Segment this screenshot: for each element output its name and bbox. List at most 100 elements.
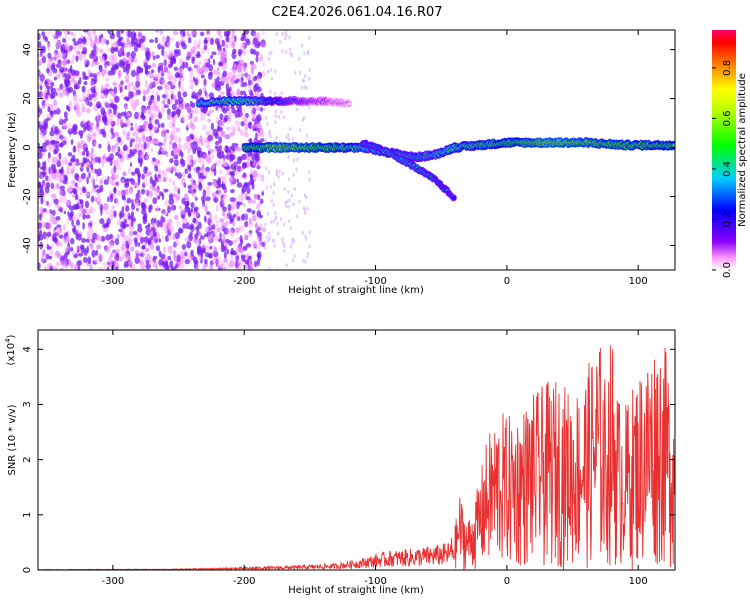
noise-speckle <box>91 237 96 244</box>
noise-speckle <box>174 135 178 143</box>
noise-speckle <box>137 178 141 186</box>
noise-speckle <box>227 30 231 36</box>
noise-speckle <box>234 120 240 127</box>
noise-speckle <box>281 171 284 176</box>
noise-speckle <box>142 217 148 225</box>
noise-speckle <box>62 157 68 164</box>
noise-speckle <box>130 36 134 44</box>
noise-speckle <box>261 42 267 47</box>
noise-speckle <box>141 209 147 215</box>
noise-speckle <box>180 41 186 47</box>
noise-speckle <box>186 112 191 118</box>
noise-speckle <box>190 202 195 208</box>
noise-speckle <box>102 156 108 164</box>
noise-speckle <box>128 91 134 99</box>
noise-speckle <box>106 266 110 270</box>
noise-speckle <box>167 255 172 261</box>
noise-speckle <box>293 187 297 192</box>
noise-speckle <box>308 105 311 110</box>
noise-speckle <box>47 157 51 163</box>
noise-speckle <box>215 140 220 146</box>
noise-speckle <box>288 198 291 203</box>
noise-speckle <box>117 218 121 226</box>
noise-speckle <box>181 177 186 186</box>
noise-speckle <box>141 132 145 140</box>
noise-speckle <box>125 118 131 127</box>
noise-speckle <box>144 256 148 263</box>
noise-speckle <box>125 43 128 48</box>
noise-speckle <box>124 105 128 110</box>
noise-speckle <box>181 61 185 70</box>
noise-speckle <box>197 43 200 50</box>
noise-speckle <box>119 86 123 93</box>
noise-speckle <box>237 73 241 78</box>
noise-speckle <box>181 244 187 250</box>
noise-speckle <box>85 214 91 219</box>
noise-speckle <box>294 70 297 75</box>
noise-speckle <box>45 182 51 189</box>
noise-speckle <box>237 67 242 73</box>
noise-speckle <box>161 105 165 114</box>
noise-speckle <box>40 76 44 84</box>
noise-speckle <box>157 195 161 200</box>
noise-speckle <box>91 89 96 94</box>
noise-speckle <box>125 178 131 182</box>
noise-speckle <box>101 176 107 181</box>
noise-speckle <box>174 159 179 167</box>
noise-speckle <box>190 79 194 85</box>
noise-speckle <box>144 247 150 252</box>
noise-speckle <box>108 190 112 196</box>
noise-speckle <box>90 195 95 203</box>
noise-speckle <box>141 115 146 121</box>
noise-speckle <box>227 203 232 212</box>
noise-speckle <box>277 115 281 119</box>
noise-speckle <box>86 125 91 131</box>
noise-speckle <box>233 213 237 218</box>
noise-speckle <box>158 258 164 266</box>
noise-speckle <box>180 151 184 158</box>
noise-speckle <box>62 38 66 43</box>
noise-speckle <box>206 36 211 42</box>
noise-speckle <box>277 231 280 236</box>
noise-speckle <box>267 231 271 236</box>
noise-speckle <box>296 157 299 162</box>
noise-speckle <box>222 108 228 114</box>
noise-speckle <box>243 30 250 35</box>
noise-speckle <box>255 105 260 112</box>
noise-speckle <box>63 210 66 215</box>
noise-speckle <box>119 60 126 69</box>
noise-speckle <box>231 41 236 49</box>
noise-speckle <box>284 200 288 205</box>
noise-speckle <box>38 41 42 49</box>
noise-speckle <box>212 147 217 153</box>
noise-speckle <box>39 71 42 76</box>
noise-speckle <box>99 178 103 185</box>
noise-speckle <box>150 148 154 152</box>
noise-speckle <box>187 147 190 155</box>
noise-speckle <box>81 37 87 45</box>
noise-speckle <box>229 197 236 203</box>
noise-speckle <box>169 140 173 145</box>
noise-speckle <box>77 38 83 45</box>
noise-speckle <box>167 245 171 254</box>
noise-speckle <box>89 122 94 127</box>
noise-speckle <box>235 227 240 234</box>
noise-speckle <box>118 37 122 41</box>
noise-speckle <box>41 91 45 98</box>
noise-speckle <box>274 114 277 119</box>
noise-speckle <box>215 204 219 212</box>
noise-speckle <box>290 193 293 198</box>
noise-speckle <box>231 142 238 147</box>
noise-speckle <box>120 119 124 126</box>
noise-speckle <box>203 215 207 223</box>
noise-speckle <box>222 246 227 252</box>
noise-speckle <box>161 45 165 51</box>
noise-speckle <box>131 199 134 206</box>
noise-speckle <box>112 93 117 98</box>
noise-speckle <box>289 51 292 56</box>
noise-speckle <box>89 228 94 237</box>
noise-speckle <box>76 245 81 251</box>
noise-speckle <box>204 37 207 44</box>
noise-speckle <box>50 182 55 189</box>
noise-speckle <box>67 86 74 93</box>
